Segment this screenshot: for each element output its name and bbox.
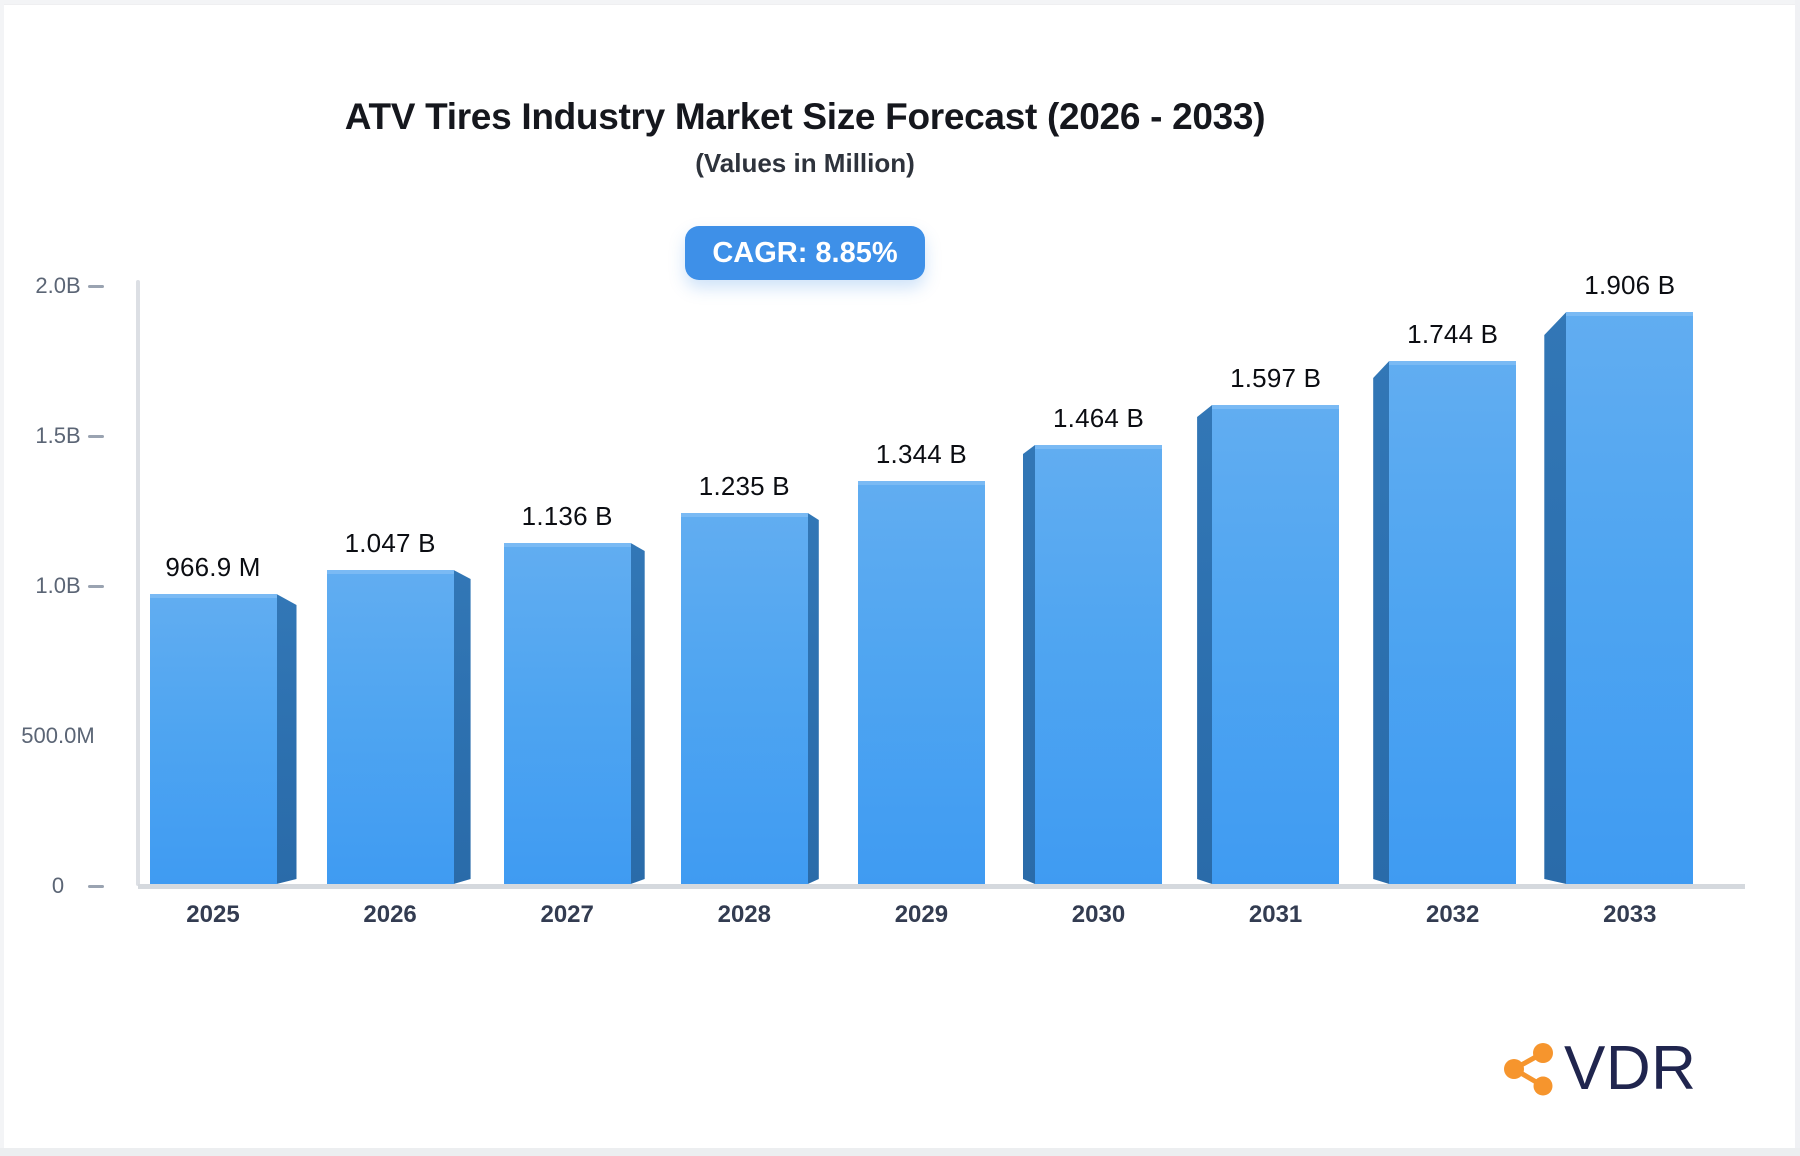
y-axis-label-0: 0 xyxy=(51,873,65,898)
bar-value-label-2028: 1.235 B xyxy=(698,471,790,501)
bar-value-label-2026: 1.047 B xyxy=(344,528,436,558)
x-axis-label-2032: 2032 xyxy=(1425,901,1480,928)
x-axis-label-2033: 2033 xyxy=(1603,901,1657,928)
chart-subtitle: (Values in Million) xyxy=(695,148,915,178)
y-axis-label-1.0B: 1.0B xyxy=(35,573,81,598)
x-axis-label-2028: 2028 xyxy=(717,901,771,928)
x-axis-baseline xyxy=(138,884,1745,889)
frame-edge-bottom xyxy=(0,1148,1800,1156)
bar-side-2028 xyxy=(807,513,819,884)
y-axis-label-2.0B: 2.0B xyxy=(35,273,81,298)
x-axis-label-2030: 2030 xyxy=(1071,901,1126,928)
bar-side-2026 xyxy=(453,570,471,884)
bar-value-label-2032: 1.744 B xyxy=(1407,319,1499,349)
chart-title: ATV Tires Industry Market Size Forecast … xyxy=(344,96,1266,137)
bar-side-2027 xyxy=(630,543,645,884)
y-axis-tick-2.0B xyxy=(88,284,104,288)
cagr-badge: CAGR: 8.85% xyxy=(685,226,925,280)
bar-2027 xyxy=(503,543,631,884)
bar-value-label-2031: 1.597 B xyxy=(1230,363,1322,393)
bar-2028 xyxy=(680,513,808,884)
bar-side-2032 xyxy=(1373,361,1390,884)
bar-2032 xyxy=(1389,361,1517,884)
x-axis-label-2031: 2031 xyxy=(1248,901,1303,928)
brand-logo-text: VDR xyxy=(1564,1034,1697,1103)
x-axis-label-2029: 2029 xyxy=(894,901,949,928)
bar-2031 xyxy=(1212,405,1340,884)
y-axis-label-1.5B: 1.5B xyxy=(35,423,81,448)
bar-2025 xyxy=(149,594,277,884)
frame-edge-top xyxy=(0,0,1800,5)
bar-2033 xyxy=(1566,312,1694,884)
bar-value-label-2027: 1.136 B xyxy=(521,501,613,531)
share-network-icon xyxy=(1504,1043,1553,1096)
bar-side-2030 xyxy=(1023,445,1035,884)
bar-2030 xyxy=(1035,445,1162,884)
bar-value-label-2030: 1.464 B xyxy=(1052,403,1145,433)
y-axis-line xyxy=(136,280,140,886)
bar-value-label-2025: 966.9 M xyxy=(165,552,261,582)
cagr-badge-label: CAGR: 8.85% xyxy=(712,236,898,269)
bar-side-2031 xyxy=(1197,405,1213,884)
frame-edge-left xyxy=(0,0,4,1156)
brand-logo: VDR xyxy=(1498,1038,1696,1100)
bar-side-2033 xyxy=(1544,312,1567,884)
x-axis-label-2026: 2026 xyxy=(363,901,417,928)
frame-edge-right xyxy=(1795,0,1800,1156)
bar-2029 xyxy=(857,481,985,884)
x-axis-label-2025: 2025 xyxy=(186,901,240,928)
y-axis-label-500.0M: 500.0M xyxy=(21,723,95,748)
bar-value-label-2033: 1.906 B xyxy=(1584,270,1676,300)
x-axis-label-2027: 2027 xyxy=(540,901,594,928)
y-axis-tick-0 xyxy=(88,884,104,888)
bar-side-2025 xyxy=(276,594,297,884)
y-axis-tick-1.0B xyxy=(88,584,104,588)
y-axis-tick-1.5B xyxy=(88,434,104,438)
bar-2026 xyxy=(326,570,454,884)
bar-value-label-2029: 1.344 B xyxy=(875,439,967,469)
